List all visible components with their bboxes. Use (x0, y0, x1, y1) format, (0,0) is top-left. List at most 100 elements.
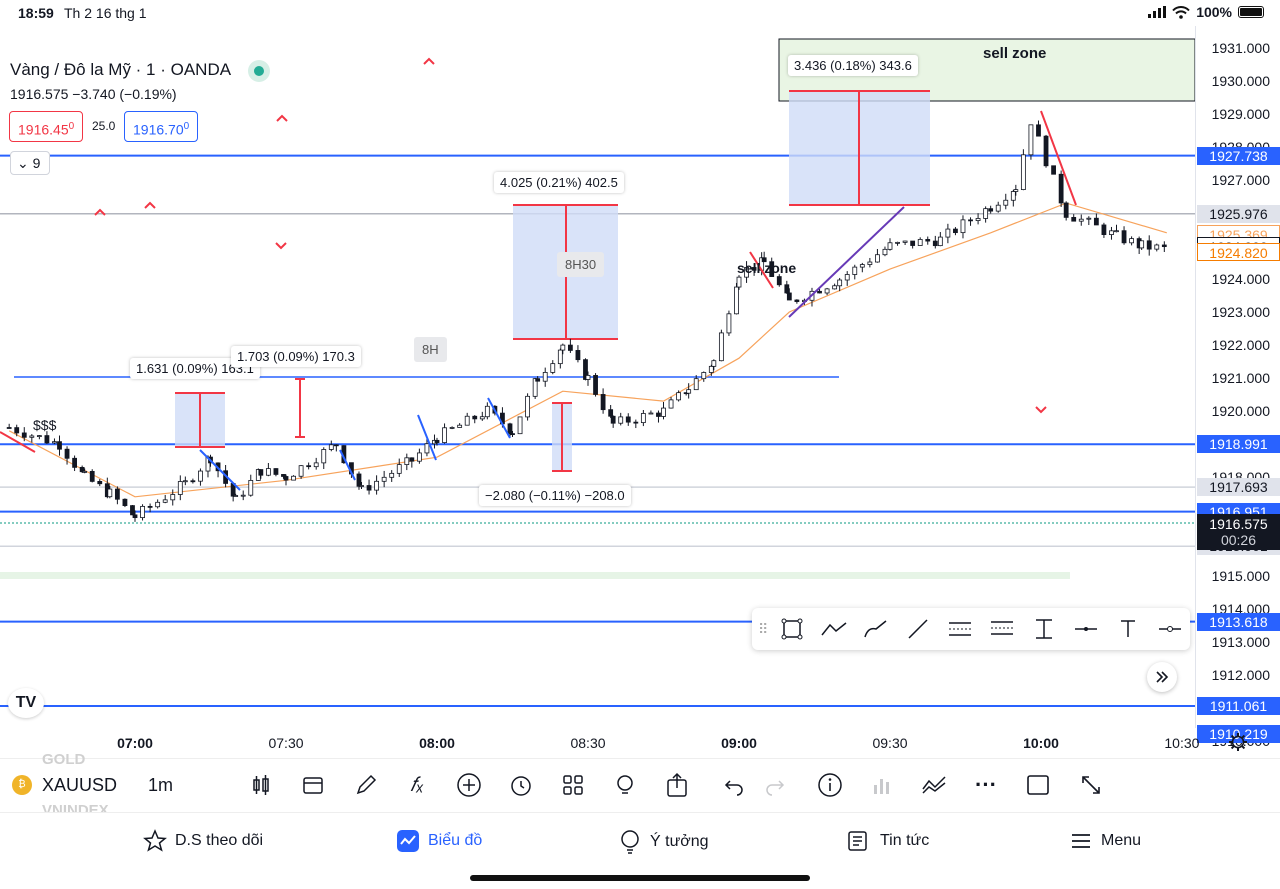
measure-label-4[interactable]: −2.080 (−0.11%) −208.0 (479, 485, 631, 506)
price-level-tag[interactable]: 1911.061 (1197, 696, 1280, 715)
alert-button[interactable] (506, 770, 536, 800)
symbol-title[interactable]: Vàng / Đô la Mỹ · 1 · OANDA (10, 60, 232, 79)
expand-button[interactable] (1076, 770, 1106, 800)
tab-news-label: Tin tức (880, 832, 930, 849)
interval-button[interactable]: 1m (148, 775, 174, 795)
candle-body (484, 405, 490, 418)
chart-type-button[interactable] (246, 770, 276, 800)
price-tick-label: 1913.000 (1211, 634, 1270, 650)
candle-body (925, 239, 931, 242)
candle-body (859, 264, 865, 268)
tab-chart[interactable]: Biểu đồ (396, 829, 482, 853)
fullscreen-box-button[interactable] (1023, 770, 1053, 800)
tab-ideas-label: Ý tưởng (650, 833, 709, 850)
parallel-channel-icon[interactable] (942, 613, 978, 645)
tab-watchlist[interactable]: D.S theo dõi (143, 829, 263, 853)
price-level-tag[interactable]: 1918.991 (1197, 435, 1280, 454)
tab-menu-label: Menu (1101, 832, 1142, 849)
support-band[interactable] (0, 572, 1070, 579)
price-level-tag[interactable]: 1927.738 (1197, 146, 1280, 165)
time-axis[interactable]: 07:00 07:30 08:00 08:30 09:00 09:30 10:00 10:30 (0, 728, 1280, 758)
measure-label-1[interactable]: 1.631 (0.09%) 163.1 (130, 358, 260, 379)
financials-button[interactable] (867, 770, 897, 800)
price-tick-label: 1921.000 (1211, 370, 1270, 386)
sell-button[interactable]: 1916.450 (9, 111, 84, 142)
path-icon[interactable] (816, 613, 852, 645)
scroll-to-realtime-button[interactable] (1147, 662, 1177, 692)
candle-body (356, 473, 362, 487)
price-axis[interactable]: 1931.0001930.0001929.0001928.0001927.000… (1195, 26, 1280, 749)
info-icon (818, 773, 842, 797)
drag-handle-icon[interactable]: ⠿ (758, 621, 769, 637)
chevron-up-icon (423, 57, 435, 65)
price-level-tag[interactable]: 1924.820 (1197, 242, 1280, 261)
tradingview-logo-icon[interactable]: TV (8, 688, 44, 718)
indicators-toggle[interactable]: ⌄ 9 (10, 151, 50, 175)
trend-line-purple[interactable] (788, 206, 905, 318)
status-time: 18:59 (18, 5, 54, 21)
brush-icon[interactable] (858, 613, 894, 645)
trend-line-red-3[interactable] (749, 251, 774, 289)
lightbulb-icon (617, 775, 633, 794)
horizontal-line-icon[interactable] (1068, 613, 1104, 645)
share-button[interactable] (662, 770, 692, 800)
trend-line-icon[interactable] (900, 613, 936, 645)
candle-body (416, 452, 422, 462)
trend-line-blue-2[interactable] (339, 449, 356, 481)
measure-label-2[interactable]: 1.703 (0.09%) 170.3 (231, 346, 361, 367)
price-range-icon[interactable] (1026, 613, 1062, 645)
wifi-icon (1172, 5, 1190, 19)
horizontal-ray-icon[interactable] (1152, 613, 1188, 645)
measure-label-3[interactable]: 4.025 (0.21%) 402.5 (494, 172, 624, 193)
candle-body (1078, 218, 1084, 222)
candle-body (248, 480, 254, 496)
bar-chart-icon (874, 779, 889, 794)
compare-button[interactable] (919, 770, 949, 800)
candle-body (298, 465, 304, 477)
trend-line-blue-3[interactable] (417, 414, 437, 461)
tab-ideas[interactable]: Ý tưởng (618, 829, 709, 855)
settings-icon[interactable] (1228, 732, 1248, 752)
battery-icon (1238, 6, 1264, 18)
market-open-icon (248, 60, 270, 82)
candle-body (140, 505, 145, 519)
candle-body (1063, 202, 1069, 218)
candle-body (1093, 217, 1099, 226)
candle-body (585, 375, 591, 380)
trend-line-blue-4[interactable] (487, 397, 511, 439)
add-button[interactable] (454, 770, 484, 800)
redo-button[interactable] (760, 770, 790, 800)
candle-body (510, 433, 515, 436)
candle-body (258, 469, 264, 476)
candle-body (1109, 230, 1114, 235)
trend-line-blue-1[interactable] (199, 449, 241, 491)
tab-news[interactable]: Tin tức (846, 829, 929, 853)
measure-label-5[interactable]: 3.436 (0.18%) 343.6 (788, 55, 918, 76)
trend-line-red-1[interactable] (0, 431, 36, 453)
buy-button[interactable]: 1916.700 (124, 111, 199, 142)
price-tick-label: 1922.000 (1211, 337, 1270, 353)
symbol-search-button[interactable]: XAUUSD (42, 775, 118, 795)
ideas-button[interactable] (610, 770, 640, 800)
price-level-tag[interactable]: 1913.618 (1197, 612, 1280, 631)
more-button[interactable]: ··· (975, 772, 997, 797)
trend-line-red-2[interactable] (1040, 110, 1077, 206)
replay-button[interactable] (298, 770, 328, 800)
tab-menu[interactable]: Menu (1069, 829, 1141, 853)
layout-button[interactable] (558, 770, 588, 800)
info-button[interactable] (815, 770, 845, 800)
candle-body (852, 266, 858, 275)
undo-button[interactable] (719, 770, 749, 800)
price-level-tag[interactable]: 1925.976 (1197, 204, 1280, 223)
fib-icon[interactable] (984, 613, 1020, 645)
rectangle-icon[interactable] (774, 613, 810, 645)
price-level-tag[interactable]: 1917.693 (1197, 478, 1280, 497)
candle-body (479, 416, 485, 420)
draw-button[interactable] (351, 770, 381, 800)
time-tick-label: 10:00 (1023, 735, 1059, 751)
candle-body (130, 505, 135, 516)
indicators-button[interactable]: 𝑓ₓ (410, 773, 424, 796)
text-icon[interactable] (1110, 613, 1146, 645)
time-tick-label: 07:30 (268, 735, 304, 751)
candle-body (1020, 154, 1026, 191)
